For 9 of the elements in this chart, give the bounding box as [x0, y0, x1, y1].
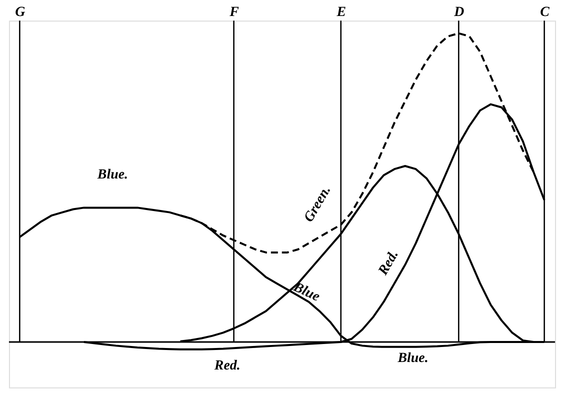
text: Blue. — [396, 350, 428, 366]
text: Red. — [213, 358, 240, 374]
annotation: Blue — [290, 279, 322, 305]
x-tick-label: D — [453, 5, 464, 20]
x-tick-label: C — [540, 5, 550, 20]
x-tick-label: E — [336, 5, 346, 20]
annotation: Blue. — [96, 168, 128, 183]
x-tick-label: F — [228, 5, 240, 20]
x-tick-label: G — [15, 5, 26, 20]
